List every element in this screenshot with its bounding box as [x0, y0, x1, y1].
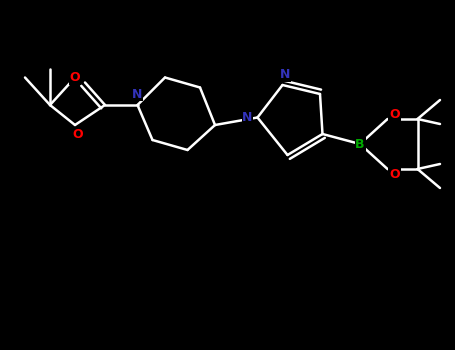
Text: O: O — [70, 71, 81, 84]
Text: N: N — [132, 88, 143, 100]
Text: O: O — [72, 127, 83, 140]
Text: O: O — [389, 108, 400, 121]
Text: O: O — [389, 168, 400, 181]
Text: N: N — [280, 69, 290, 82]
Text: N: N — [243, 111, 253, 124]
Text: B: B — [355, 138, 365, 150]
